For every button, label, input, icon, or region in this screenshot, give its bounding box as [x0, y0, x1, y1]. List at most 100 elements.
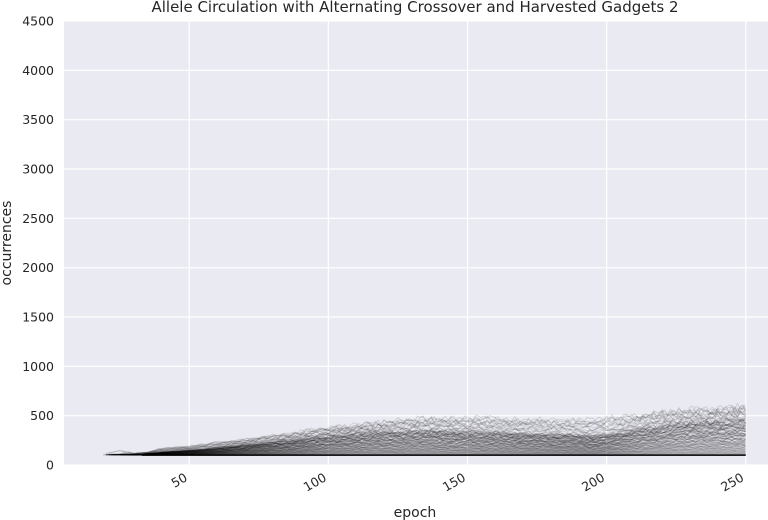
y-tick-label: 1500: [22, 310, 54, 325]
series-line: [122, 444, 746, 456]
series-line: [111, 419, 747, 455]
y-tick-label: 2500: [22, 211, 54, 226]
grid: [64, 20, 768, 466]
series-line: [122, 438, 746, 456]
series-line: [119, 423, 747, 455]
series-line: [130, 443, 746, 456]
series-line: [136, 402, 746, 454]
series-line: [122, 412, 746, 455]
series-line: [122, 405, 747, 454]
series-line: [155, 430, 746, 455]
series-line: [147, 424, 747, 455]
y-tick-label: 1000: [22, 359, 54, 374]
series-line: [133, 433, 746, 456]
series-line: [150, 439, 746, 455]
series-line: [111, 430, 746, 455]
series-line: [130, 420, 747, 455]
series-line: [130, 437, 746, 456]
series-line: [136, 425, 746, 455]
series-line: [102, 426, 747, 456]
series-line: [128, 427, 746, 455]
series-line: [133, 431, 746, 456]
series-line: [119, 450, 746, 456]
series-line: [108, 407, 747, 455]
series-line: [139, 410, 746, 454]
series-line: [133, 437, 746, 456]
series-line: [136, 405, 747, 454]
series-line: [114, 428, 746, 456]
series-line: [136, 420, 746, 455]
y-tick-label: 4000: [22, 63, 54, 78]
series-line: [108, 432, 747, 456]
series-line: [133, 424, 746, 455]
series-line: [155, 450, 746, 456]
series-line: [141, 447, 746, 456]
series-line: [155, 441, 746, 455]
series-line: [108, 434, 746, 456]
x-tick-label: 100: [301, 470, 329, 495]
series-line: [108, 431, 746, 456]
series-line: [105, 404, 747, 454]
series-line: [150, 447, 746, 456]
series-line: [152, 444, 746, 456]
series-line: [147, 422, 746, 455]
series-line: [119, 445, 746, 456]
series-line: [122, 413, 747, 455]
series-line: [119, 415, 746, 455]
series-line: [141, 443, 746, 456]
x-tick-labels: 50 100 150 200 250: [168, 470, 746, 495]
series-line: [153, 449, 746, 456]
series-line: [150, 412, 746, 454]
y-tick-label: 3000: [22, 162, 54, 177]
series-line: [158, 416, 746, 453]
series-line: [152, 440, 746, 455]
series-line: [125, 417, 746, 455]
series-line: [114, 427, 746, 456]
series-line: [147, 451, 746, 456]
series-line: [125, 429, 746, 455]
series-line: [141, 430, 746, 455]
series-line: [119, 418, 747, 455]
x-tick-label: 200: [579, 470, 607, 495]
series-line: [108, 448, 746, 456]
series-line: [141, 419, 746, 455]
chart-title: Allele Circulation with Alternating Cros…: [151, 0, 678, 16]
series-line: [105, 429, 747, 455]
series-line: [114, 435, 746, 456]
x-tick-label: 150: [440, 470, 468, 495]
series-line: [108, 439, 746, 456]
y-tick-label: 500: [30, 408, 54, 423]
series-line: [147, 442, 746, 456]
series-line: [133, 410, 746, 455]
series-line: [128, 442, 746, 456]
series-line: [152, 434, 746, 455]
series-line: [152, 441, 746, 455]
series-line: [128, 449, 746, 456]
series-lines: [102, 402, 747, 456]
series-line: [111, 443, 746, 456]
series-line: [105, 446, 746, 456]
series-line: [105, 418, 746, 455]
x-axis-label: epoch: [394, 505, 437, 520]
y-tick-label: 3500: [22, 112, 54, 127]
y-tick-label: 0: [46, 458, 54, 473]
y-tick-label: 4500: [22, 14, 54, 29]
series-line: [158, 417, 747, 454]
series-line: [139, 437, 746, 456]
series-line: [108, 438, 747, 456]
series-line: [144, 419, 746, 455]
series-line: [141, 440, 746, 456]
series-line: [114, 435, 746, 456]
series-line: [133, 415, 747, 455]
series-line: [127, 404, 746, 454]
series-line: [108, 426, 746, 456]
y-axis-label: occurrences: [0, 201, 15, 286]
x-tick-label: 50: [168, 470, 189, 491]
series-line: [136, 409, 746, 455]
series-line: [136, 422, 746, 455]
series-line: [105, 423, 747, 455]
series-line: [130, 427, 746, 456]
series-line: [116, 418, 747, 455]
x-tick-label: 250: [718, 470, 746, 495]
